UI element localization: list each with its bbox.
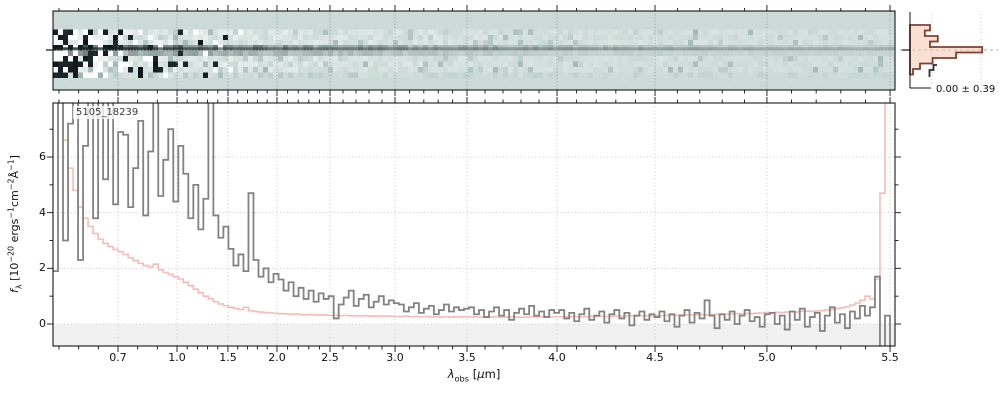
y-tick-label: 0 xyxy=(39,317,46,330)
spec2d-trace-line xyxy=(53,47,895,51)
axis-label-part: f xyxy=(8,289,22,293)
axis-label-part: −2 xyxy=(6,178,16,191)
x-tick-label: 4.0 xyxy=(548,351,566,364)
axis-label-part: [ xyxy=(469,367,478,381)
spec1d-border xyxy=(52,102,896,347)
x-tick-label: 3.5 xyxy=(458,351,476,364)
object-id-label: 5105_18239 xyxy=(73,106,142,119)
x-tick-label: 3.0 xyxy=(386,351,404,364)
histogram-stats-label: 0.00 ± 0.39 xyxy=(936,84,996,95)
axis-label-part: obs xyxy=(454,373,470,384)
axis-label-part: ] xyxy=(495,367,501,381)
below-zero-shade xyxy=(53,324,895,346)
x-tick-label: 0.7 xyxy=(109,351,127,364)
x-tick-label: 1.5 xyxy=(219,351,237,364)
x-tick-label: 1.0 xyxy=(168,351,186,364)
x-tick-label: 4.5 xyxy=(646,351,664,364)
x-tick-label: 2.0 xyxy=(268,351,286,364)
x-tick-label: 5.0 xyxy=(758,351,776,364)
axis-label-part: ergs xyxy=(8,218,22,246)
spec2d-ticks xyxy=(58,5,891,96)
flux-curve xyxy=(53,103,891,346)
spec1d-panel xyxy=(53,103,895,346)
y-tick-label: 6 xyxy=(39,150,46,164)
axis-label-part: λ xyxy=(447,367,455,381)
spec1d-ticks xyxy=(47,97,901,352)
error-curve xyxy=(62,103,886,319)
axis-label-part: cm xyxy=(8,190,22,207)
hist-panel xyxy=(900,12,998,89)
axis-label-part: μ xyxy=(477,367,485,381)
axis-label-part: −1 xyxy=(6,159,16,171)
spec2d-panel xyxy=(53,11,895,90)
spec2d-grid xyxy=(53,11,895,90)
axis-label-part: −20 xyxy=(6,245,16,263)
axis-label-part: m xyxy=(484,367,496,381)
x-tick-label: 2.5 xyxy=(321,351,339,364)
axis-label-part: −1 xyxy=(6,206,16,219)
x-axis-label: λobs [μm] xyxy=(53,367,895,383)
axis-label-part: Å xyxy=(8,170,22,179)
hist-dark-steps xyxy=(928,64,937,77)
x-tick-label: 5.5 xyxy=(881,351,899,364)
hist-steps xyxy=(909,24,984,76)
axis-label-part: λ xyxy=(14,284,24,290)
y-tick-label: 4 xyxy=(39,205,46,219)
spec2d-noise-texture xyxy=(53,11,895,90)
y-tick-label: 2 xyxy=(39,261,46,275)
